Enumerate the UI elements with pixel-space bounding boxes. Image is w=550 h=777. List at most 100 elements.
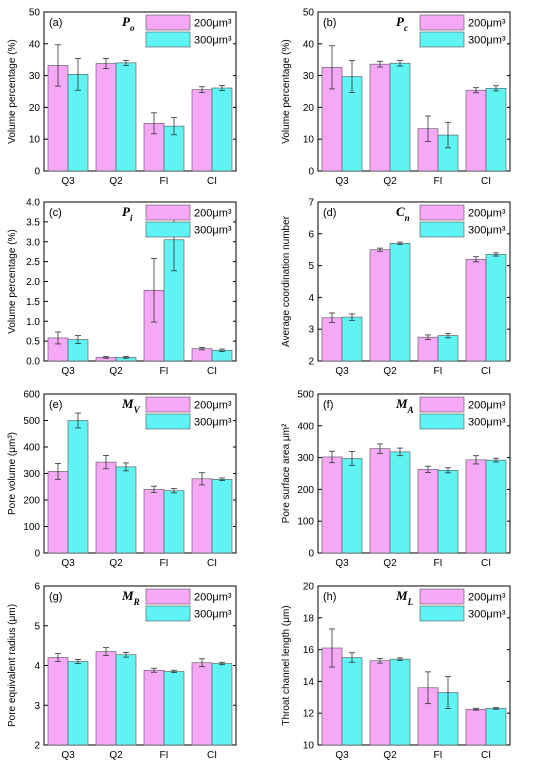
x-tick-label: FI bbox=[434, 366, 443, 377]
y-axis-label: Pore volume (μm³) bbox=[7, 432, 18, 515]
x-tick-label: FI bbox=[434, 750, 443, 761]
panel-label: (h) bbox=[323, 591, 336, 603]
legend-label-300: 300μm³ bbox=[468, 225, 506, 237]
x-tick-label: Q2 bbox=[109, 366, 123, 377]
panel-label: (c) bbox=[49, 207, 62, 219]
x-tick-label: Q3 bbox=[335, 558, 349, 569]
bar-200 bbox=[191, 348, 213, 362]
y-tick-label: 100 bbox=[23, 522, 40, 533]
y-tick-label: 2 bbox=[308, 357, 314, 368]
bar-200 bbox=[417, 469, 439, 554]
bar-300 bbox=[67, 420, 89, 554]
x-tick-label: FI bbox=[160, 558, 169, 569]
bar-200 bbox=[47, 657, 69, 746]
chart-title: Pi bbox=[122, 204, 133, 223]
bar-200 bbox=[191, 662, 213, 746]
chart-title: Pc bbox=[396, 14, 408, 33]
legend-label-300: 300μm³ bbox=[468, 609, 506, 621]
bar-300 bbox=[389, 658, 411, 746]
chart-title-subscript: c bbox=[404, 23, 408, 33]
bar-300 bbox=[341, 657, 363, 746]
legend-label-300: 300μm³ bbox=[194, 35, 232, 47]
y-axis-label: Volume percentage (%) bbox=[281, 39, 292, 144]
y-tick-label: 1.0 bbox=[26, 317, 40, 328]
x-tick-label: Q2 bbox=[109, 176, 123, 187]
y-axis-label: Throat channel length (μm) bbox=[281, 605, 292, 725]
legend-swatch-300 bbox=[145, 221, 191, 238]
chart-title: MV bbox=[121, 396, 141, 415]
y-tick-label: 4 bbox=[34, 661, 40, 672]
x-tick-label: Q3 bbox=[335, 750, 349, 761]
y-tick-label: 2.0 bbox=[26, 277, 40, 288]
x-tick-label: Q2 bbox=[383, 366, 397, 377]
y-tick-label: 16 bbox=[303, 645, 315, 656]
panel-label: (d) bbox=[323, 207, 336, 219]
legend-swatch-200 bbox=[419, 396, 465, 413]
legend-swatch-200 bbox=[419, 14, 465, 31]
y-tick-label: 5 bbox=[308, 261, 314, 272]
legend-label-200: 200μm³ bbox=[468, 18, 506, 30]
x-tick-label: CI bbox=[481, 366, 491, 377]
bar-200 bbox=[465, 708, 487, 746]
y-tick-label: 300 bbox=[297, 453, 314, 464]
legend-label-200: 200μm³ bbox=[194, 18, 232, 30]
y-axis-label: Volume percentage (%) bbox=[7, 229, 18, 334]
legend-label-200: 200μm³ bbox=[468, 592, 506, 604]
y-tick-label: 30 bbox=[303, 71, 315, 82]
x-tick-label: Q2 bbox=[383, 176, 397, 187]
chart-title: Cn bbox=[396, 204, 410, 223]
y-tick-label: 3.5 bbox=[26, 217, 40, 228]
y-tick-label: 14 bbox=[303, 677, 315, 688]
x-tick-label: Q2 bbox=[383, 558, 397, 569]
panel-label: (g) bbox=[49, 591, 62, 603]
x-tick-label: Q3 bbox=[61, 558, 75, 569]
legend-label-300: 300μm³ bbox=[468, 417, 506, 429]
x-tick-label: Q3 bbox=[61, 366, 75, 377]
y-tick-label: 2.5 bbox=[26, 257, 40, 268]
x-tick-label: CI bbox=[481, 176, 491, 187]
plot-frame bbox=[43, 11, 237, 172]
bar-200 bbox=[95, 461, 117, 554]
bar-300 bbox=[211, 479, 233, 554]
legend-swatch-300 bbox=[419, 605, 465, 622]
bar-200 bbox=[47, 471, 69, 554]
y-tick-label: 40 bbox=[29, 39, 41, 50]
legend-label-200: 200μm³ bbox=[194, 400, 232, 412]
bar-300 bbox=[67, 661, 89, 746]
bar-200 bbox=[191, 89, 213, 172]
y-tick-label: 600 bbox=[23, 390, 40, 401]
legend-swatch-200 bbox=[145, 396, 191, 413]
bar-300 bbox=[341, 316, 363, 362]
bar-300 bbox=[485, 708, 507, 746]
y-tick-label: 300 bbox=[23, 469, 40, 480]
plot-frame bbox=[317, 393, 511, 554]
legend-swatch-300 bbox=[145, 413, 191, 430]
bar-300 bbox=[115, 654, 137, 746]
x-tick-label: Q2 bbox=[383, 750, 397, 761]
legend-label-200: 200μm³ bbox=[194, 592, 232, 604]
y-tick-label: 3 bbox=[34, 701, 40, 712]
panel-label: (a) bbox=[49, 17, 62, 29]
legend-label-300: 300μm³ bbox=[194, 225, 232, 237]
chart-title-subscript: R bbox=[133, 597, 140, 607]
plot-frame bbox=[317, 201, 511, 362]
x-tick-label: Q3 bbox=[335, 176, 349, 187]
y-tick-label: 50 bbox=[29, 8, 41, 19]
chart-title: MA bbox=[395, 396, 414, 415]
legend-swatch-300 bbox=[419, 31, 465, 48]
bar-300 bbox=[211, 663, 233, 746]
x-tick-label: Q3 bbox=[335, 366, 349, 377]
bar-300 bbox=[485, 254, 507, 362]
bar-200 bbox=[321, 456, 343, 554]
y-tick-label: 1.5 bbox=[26, 297, 40, 308]
legend-label-200: 200μm³ bbox=[468, 400, 506, 412]
chart-title-subscript: L bbox=[407, 597, 414, 607]
bar-200 bbox=[465, 89, 487, 172]
bar-200 bbox=[191, 478, 213, 554]
y-tick-label: 18 bbox=[303, 613, 315, 624]
x-tick-label: CI bbox=[207, 366, 217, 377]
bar-300 bbox=[389, 62, 411, 172]
y-tick-label: 0 bbox=[34, 549, 40, 560]
chart-title-subscript: V bbox=[134, 405, 141, 415]
